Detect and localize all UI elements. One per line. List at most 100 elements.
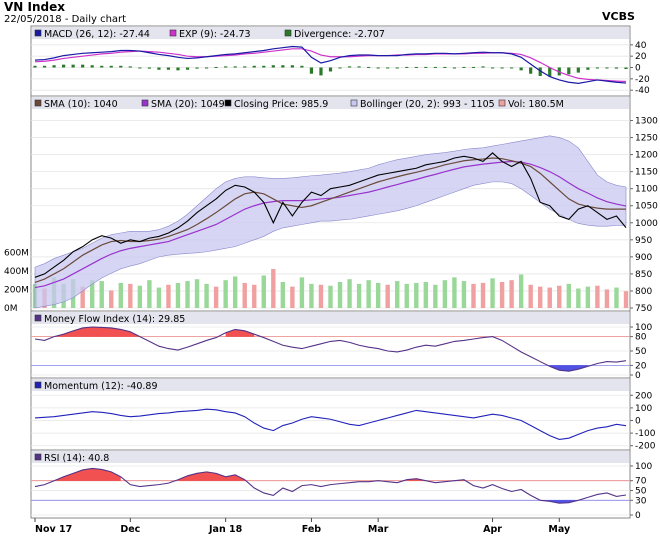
volume-bar (89, 280, 95, 308)
y-tick-label: -100 (635, 429, 656, 439)
divergence-bar (100, 65, 104, 68)
divergence-bar (433, 66, 437, 68)
volume-bar (385, 284, 390, 308)
volume-bar (223, 280, 228, 308)
volume-bar (528, 284, 533, 308)
volume-bar (204, 283, 209, 308)
panel-legend-bar (32, 379, 629, 391)
volume-bar (490, 278, 495, 308)
divergence-bar (33, 65, 37, 68)
divergence-bar (81, 64, 85, 68)
divergence-bar (138, 67, 142, 69)
y-tick-label: 1100 (635, 185, 658, 195)
volume-bar (213, 286, 219, 308)
y-tick-label: 1200 (635, 151, 658, 161)
momentum-line (34, 408, 627, 440)
y-tick-label: -40 (635, 86, 650, 96)
volume-bar (576, 288, 581, 308)
divergence-bar (185, 67, 190, 70)
divergence-bar (71, 64, 75, 68)
divergence-bar (128, 66, 132, 68)
divergence-bar (548, 67, 552, 77)
divergence-bar (567, 67, 571, 75)
y-tick-label: 40 (635, 41, 647, 51)
volume-tick-label: 200M (4, 285, 29, 295)
y-tick-label: 850 (635, 270, 652, 280)
legend-label: SMA (10): 1040 (44, 99, 118, 110)
divergence-bar (519, 67, 523, 71)
volume-bar (99, 281, 104, 308)
volume-bar (175, 282, 181, 308)
legend-label: SMA (20): 1049 (151, 99, 225, 110)
divergence-bar (300, 65, 304, 68)
divergence-bar (271, 65, 275, 68)
volume-bar (566, 283, 572, 308)
divergence-bar (405, 66, 409, 68)
panel-macd: MACD (26, 12): -27.44 EXP (9): -24.73 Dive… (30, 25, 650, 97)
divergence-bar (443, 66, 447, 68)
closing-price-line (34, 152, 627, 278)
volume-bar (547, 287, 552, 308)
volume-bar (232, 276, 238, 308)
volume-bar (271, 269, 276, 308)
y-tick-label: 50 (635, 487, 647, 497)
exp-line (34, 48, 627, 83)
divergence-bar (147, 67, 151, 69)
panel-legend-bar (32, 312, 629, 324)
divergence-bar (624, 67, 628, 70)
legend-label: Money Flow Index (14): 29.85 (44, 314, 185, 325)
volume-bar (595, 285, 600, 308)
volume-bar (309, 283, 314, 308)
y-tick-label: 1150 (635, 168, 658, 178)
volume-bar (137, 285, 143, 308)
legend-swatch (169, 29, 177, 37)
y-tick-label: 100 (635, 404, 652, 414)
y-tick-label: 0 (635, 417, 641, 427)
volume-tick-label: 0M (4, 304, 18, 314)
legend-label: Bollinger (20, 2): 993 - 1105 (360, 99, 495, 110)
divergence-bar (395, 67, 399, 69)
y-tick-label: 30 (635, 496, 647, 506)
divergence-bar (214, 66, 218, 68)
chart-title: VN Index (4, 0, 65, 14)
volume-bar (375, 282, 381, 308)
x-tick-label: Feb (302, 524, 322, 535)
panel-legend-bar (32, 27, 629, 39)
y-tick-label: 0 (635, 511, 641, 521)
volume-bar (423, 282, 429, 308)
y-tick-label: 100 (635, 462, 652, 472)
overbought-area (225, 329, 255, 337)
divergence-bar (166, 67, 171, 70)
y-tick-label: 800 (635, 287, 652, 297)
divergence-bar (576, 67, 580, 73)
divergence-bar (262, 65, 266, 68)
divergence-bar (376, 67, 380, 69)
divergence-bar (61, 64, 66, 68)
y-tick-label: 1250 (635, 134, 658, 144)
divergence-bar (252, 65, 256, 68)
legend-swatch (284, 29, 292, 37)
y-tick-label: 200 (635, 391, 652, 401)
volume-bar (442, 280, 448, 308)
legend-label: RSI (14): 40.8 (44, 453, 109, 464)
volume-bar (109, 290, 114, 308)
divergence-bar (119, 65, 123, 68)
y-tick-label: -20 (635, 75, 650, 85)
divergence-bar (490, 67, 495, 69)
divergence-bar (500, 67, 504, 69)
divergence-bar (90, 65, 94, 68)
divergence-bar (52, 65, 56, 68)
volume-bar (147, 280, 152, 308)
volume-bar (538, 286, 543, 308)
y-tick-label: 20 (635, 52, 647, 62)
divergence-bar (319, 67, 323, 76)
divergence-bar (328, 67, 333, 72)
y-tick-label: 100 (635, 323, 652, 333)
volume-bar (290, 286, 295, 308)
divergence-bar (471, 66, 476, 68)
volume-bar (252, 284, 257, 308)
overbought-area (54, 468, 121, 481)
divergence-bar (195, 67, 199, 69)
volume-bar (414, 282, 419, 308)
